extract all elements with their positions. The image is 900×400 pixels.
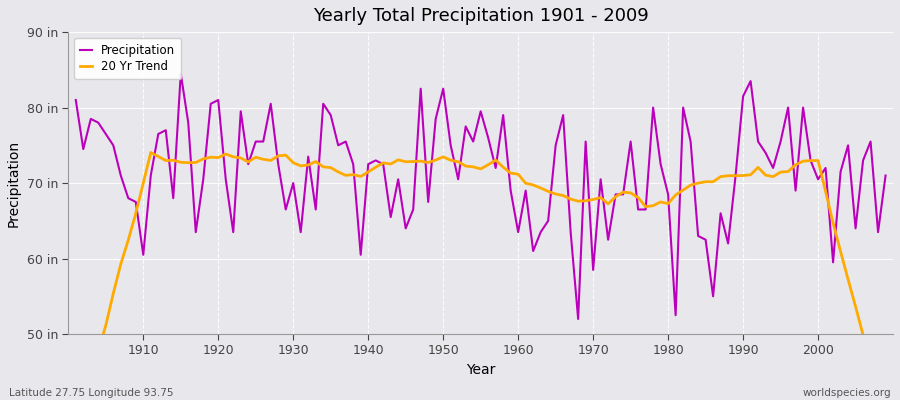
Precipitation <box>302 154 313 159</box>
20 Yr Trend <box>513 172 524 176</box>
20 Yr Trend <box>520 181 531 186</box>
Precipitation <box>572 316 583 321</box>
Precipitation <box>176 71 186 76</box>
Title: Yearly Total Precipitation 1901 - 2009: Yearly Total Precipitation 1901 - 2009 <box>313 7 649 25</box>
Precipitation <box>880 173 891 178</box>
Line: 20 Yr Trend: 20 Yr Trend <box>76 152 886 400</box>
Legend: Precipitation, 20 Yr Trend: Precipitation, 20 Yr Trend <box>74 38 182 79</box>
20 Yr Trend <box>146 150 157 155</box>
20 Yr Trend <box>130 211 141 216</box>
Y-axis label: Precipitation: Precipitation <box>7 140 21 227</box>
20 Yr Trend <box>302 162 313 167</box>
Precipitation <box>520 188 531 193</box>
20 Yr Trend <box>347 172 358 177</box>
20 Yr Trend <box>610 194 621 199</box>
Text: Latitude 27.75 Longitude 93.75: Latitude 27.75 Longitude 93.75 <box>9 388 174 398</box>
X-axis label: Year: Year <box>466 363 495 377</box>
Precipitation <box>130 200 141 204</box>
Line: Precipitation: Precipitation <box>76 74 886 319</box>
Precipitation <box>617 192 628 197</box>
Precipitation <box>70 98 81 102</box>
Text: worldspecies.org: worldspecies.org <box>803 388 891 398</box>
Precipitation <box>513 230 524 234</box>
Precipitation <box>347 162 358 166</box>
